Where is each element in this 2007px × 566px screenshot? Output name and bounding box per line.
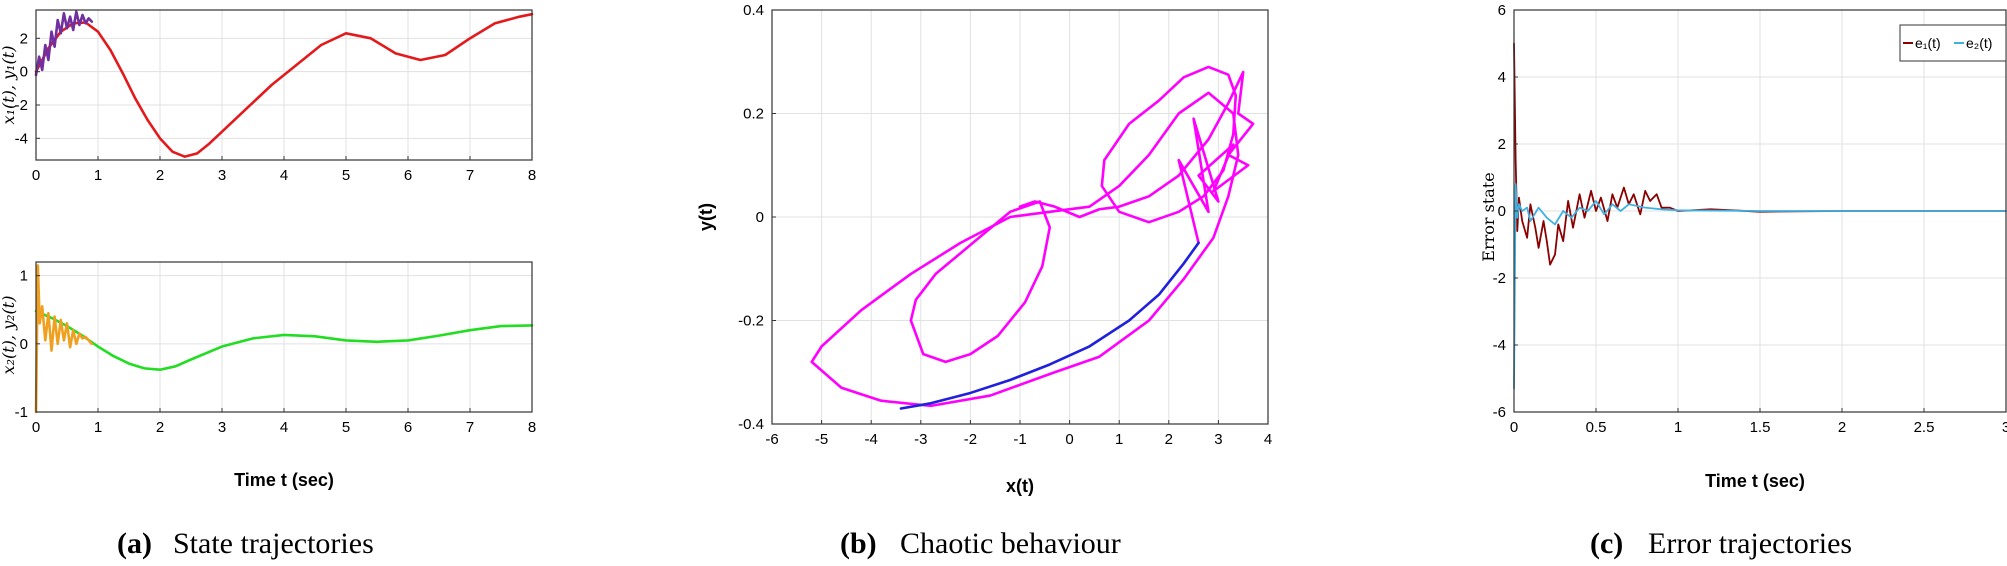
series-line-1 [34,12,534,158]
chart-b-ylabel: y(t) [696,203,716,231]
chart-c-legend: e₁(t) e₂(t) [1899,24,2007,62]
x-tick-label: -2 [964,431,977,448]
x-tick-label: 0 [1065,431,1073,448]
chart-a-bottom: 0 1 2 3 4 5 6 7 8-101 [15,261,536,436]
caption-a-letter: (a) [117,527,152,560]
y-tick-label: -1 [15,404,28,421]
y-tick-label: 2 [1498,136,1506,153]
chart-c-xlabel: Time t (sec) [1705,471,1805,491]
caption-b-text: Chaotic behaviour [900,527,1121,560]
y-tick-label: 0 [20,64,28,81]
series-line-2 [1513,183,2007,390]
x-tick-label: 2 [156,167,164,184]
x-tick-label: -3 [914,431,927,448]
x-tick-label: 8 [528,167,536,184]
series-line-2 [1100,65,1238,224]
y-tick-label: 0 [1498,203,1506,220]
series-line-3 [909,200,1052,364]
caption-c-letter: (c) [1590,527,1623,560]
y-tick-label: 0.4 [743,2,764,19]
chart-a-top: 0 1 2 3 4 5 6 7 8 -4 -2 0 2 [15,9,536,184]
x-tick-label: 5 [342,419,350,436]
chart-c: 0 0.5 1 1.5 2 2.5 3 -6 -4 -2 0 2 4 6 [1493,2,2007,436]
x-tick-label: 1 [94,167,102,184]
legend-box [1899,24,2007,62]
x-tick-label: 0 [1510,419,1518,436]
caption-b: (b) Chaotic behaviour [840,527,1121,560]
x-tick-label: 4 [280,167,288,184]
y-tick-label: 1 [20,268,28,285]
x-tick-label: -1 [1013,431,1026,448]
chart-b: -6 -5 -4 -3 -2 -1 0 1 2 3 4 -0.4 -0.2 0 0.2 0.4 [738,2,1272,448]
y-tick-label: 0 [20,336,28,353]
x-tick-label: 5 [342,167,350,184]
x-tick-label: 7 [466,167,474,184]
y-tick-label: 6 [1498,2,1506,19]
x-tick-label: 3 [1214,431,1222,448]
series-line-2 [34,10,94,77]
y-tick-label: 0 [756,209,764,226]
y-tick-label: 0.2 [743,106,764,123]
x-tick-label: 1 [94,419,102,436]
chart-a-bottom-ylabel: x₂(t), y₂(t) [0,296,18,375]
x-tick-label: 4 [1264,431,1272,448]
x-tick-label: 0 [32,167,40,184]
x-tick-label: -4 [865,431,878,448]
x-tick-label: 0.5 [1586,419,1607,436]
x-tick-label: 4 [280,419,288,436]
y-tick-label: -2 [15,97,28,114]
legend-e2-label: e₂(t) [1966,35,1992,51]
x-tick-label: 1 [1674,419,1682,436]
y-tick-label: -4 [1493,337,1506,354]
caption-a-text: State trajectories [173,527,374,560]
x-tick-label: -6 [765,431,778,448]
series-line-5 [899,241,1200,410]
x-tick-label: 3 [218,419,226,436]
y-tick-label: 4 [1498,69,1506,86]
series-line-2 [34,264,94,414]
chart-a-xlabel: Time t (sec) [234,470,334,490]
y-tick-label: -0.2 [738,313,764,330]
chart-a-top-ylabel: x₁(t), y₁(t) [0,46,18,125]
caption-c-text: Error trajectories [1648,527,1852,560]
x-tick-label: 3 [218,167,226,184]
legend-e1-label: e₁(t) [1915,35,1941,51]
x-tick-label: 2 [1838,419,1846,436]
series-line-1 [810,91,1240,408]
y-tick-label: -6 [1493,404,1506,421]
x-tick-label: 2.5 [1914,419,1935,436]
x-tick-label: 1 [1115,431,1123,448]
series-line-4 [1018,70,1255,245]
x-tick-label: 1.5 [1750,419,1771,436]
y-tick-label: -2 [1493,270,1506,287]
y-tick-label: -0.4 [738,416,764,433]
x-tick-label: 2 [1165,431,1173,448]
x-tick-label: 2 [156,419,164,436]
x-tick-label: -5 [815,431,828,448]
chart-c-ylabel: Error state [1479,172,1498,261]
caption-b-letter: (b) [840,527,877,560]
x-tick-label: 7 [466,419,474,436]
y-tick-label: 2 [20,30,28,47]
x-tick-label: 8 [528,419,536,436]
caption-c: (c) Error trajectories [1590,527,1852,560]
x-tick-label: 0 [32,419,40,436]
caption-a: (a) State trajectories [117,527,374,560]
x-tick-label: 6 [404,419,412,436]
chart-b-xlabel: x(t) [1006,476,1034,496]
x-tick-label: 3 [2002,419,2007,436]
y-tick-label: -4 [15,130,28,147]
x-tick-label: 6 [404,167,412,184]
